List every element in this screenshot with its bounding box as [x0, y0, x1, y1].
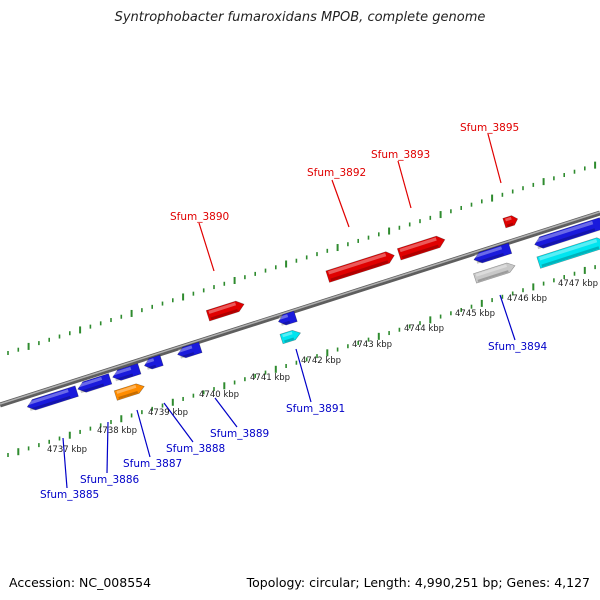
gene-label-sfum-3895[interactable]: Sfum_3895 — [460, 122, 519, 134]
gene-label-sfum-3893[interactable]: Sfum_3893 — [371, 149, 430, 161]
callout-sfum-3887 — [136, 409, 151, 458]
gene-sfum-3888[interactable] — [143, 354, 164, 371]
scale-label-4737: 4737 kbp — [47, 445, 87, 455]
scale-label-4746: 4746 kbp — [507, 294, 547, 304]
gene-callouts — [62, 133, 516, 489]
gene-sfum-3895[interactable] — [502, 214, 519, 229]
gene-label-sfum-3885[interactable]: Sfum_3885 — [40, 489, 99, 501]
scale-label-4741: 4741 kbp — [250, 373, 290, 383]
gene-label-sfum-3888[interactable]: Sfum_3888 — [166, 443, 225, 455]
scale-label-4747: 4747 kbp — [558, 279, 598, 289]
gene-sfum-3893[interactable] — [396, 234, 446, 261]
gene-sfum-3885[interactable] — [26, 385, 79, 412]
gene-orange-feature[interactable] — [113, 382, 146, 401]
gene-label-sfum-3889[interactable]: Sfum_3889 — [210, 428, 269, 440]
gene-features — [26, 214, 600, 412]
accession-label: Accession: NC_008554 — [9, 575, 152, 590]
gene-sfum-3891[interactable] — [277, 310, 298, 327]
gene-sfum-3889[interactable] — [176, 341, 203, 360]
callout-sfum-3894 — [499, 294, 516, 341]
gene-gray-feature[interactable] — [473, 261, 516, 284]
gene-cyan-feature[interactable] — [279, 328, 302, 345]
callout-sfum-3895 — [487, 133, 502, 184]
scale-label-4745: 4745 kbp — [455, 309, 495, 319]
gene-label-sfum-3886[interactable]: Sfum_3886 — [80, 474, 140, 486]
gene-label-sfum-3891[interactable]: Sfum_3891 — [286, 403, 345, 415]
callout-sfum-3886 — [106, 421, 109, 474]
gene-label-sfum-3890[interactable]: Sfum_3890 — [170, 211, 229, 223]
callout-sfum-3890 — [198, 222, 215, 272]
scale-label-4738: 4738 kbp — [97, 426, 137, 436]
genome-backbone — [0, 210, 600, 408]
callout-sfum-3889 — [214, 397, 238, 428]
scale-label-4744: 4744 kbp — [404, 324, 444, 334]
reverse-tick-row — [7, 265, 596, 457]
scale-label-4742: 4742 kbp — [301, 356, 341, 366]
scale-label-4740: 4740 kbp — [199, 390, 239, 400]
gene-label-sfum-3887[interactable]: Sfum_3887 — [123, 458, 182, 470]
callout-sfum-3893 — [397, 160, 412, 209]
gene-sfum-3894[interactable] — [472, 242, 513, 265]
genome-backbone-highlight — [0, 211, 600, 405]
scale-label-4739: 4739 kbp — [148, 408, 188, 418]
callout-sfum-3891 — [295, 348, 312, 403]
gene-sfum-3887[interactable] — [111, 363, 142, 382]
callout-sfum-3892 — [331, 179, 350, 228]
gene-reverse-edge[interactable] — [533, 217, 600, 251]
scale-label-4743: 4743 kbp — [352, 340, 392, 350]
gene-label-sfum-3894[interactable]: Sfum_3894 — [488, 341, 548, 353]
gene-sfum-3890[interactable] — [205, 299, 246, 322]
gene-sfum-3892[interactable] — [325, 250, 396, 283]
forward-tick-row — [7, 161, 597, 355]
gene-label-sfum-3892[interactable]: Sfum_3892 — [307, 167, 366, 179]
callout-sfum-3885 — [62, 437, 68, 489]
gene-cyan-edge[interactable] — [536, 236, 600, 269]
map-title: Syntrophobacter fumaroxidans MPOB, compl… — [114, 10, 486, 25]
callout-sfum-3888 — [163, 402, 194, 443]
genome-summary: Topology: circular; Length: 4,990,251 bp… — [246, 575, 590, 590]
gene-sfum-3886[interactable] — [76, 373, 113, 395]
